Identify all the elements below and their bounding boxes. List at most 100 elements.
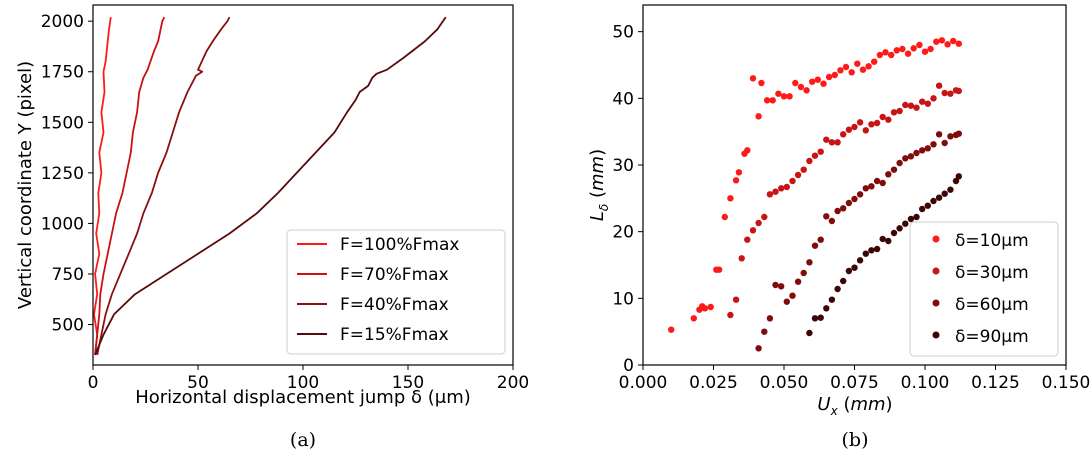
scatter-point-δ=30μm: [817, 148, 824, 155]
scatter-point-δ=60μm: [955, 130, 962, 137]
scatter-point-δ=90μm: [873, 245, 881, 253]
b-y-tick-label: 50: [612, 23, 634, 43]
scatter-point-δ=90μm: [941, 190, 948, 197]
scatter-point-δ=10μm: [744, 147, 751, 154]
scatter-point-δ=90μm: [840, 277, 847, 285]
scatter-point-δ=30μm: [845, 126, 853, 133]
legend-label-F=70%Fmax: F=70%Fmax: [340, 265, 449, 285]
scatter-point-δ=90μm: [856, 257, 864, 264]
scatter-point-δ=60μm: [778, 283, 785, 290]
b-x-tick-label: 0.100: [901, 373, 950, 393]
scatter-point-δ=10μm: [910, 45, 917, 52]
scatter-point-δ=30μm: [930, 95, 937, 102]
scatter-point-δ=10μm: [921, 48, 929, 55]
scatter-point-δ=30μm: [828, 139, 836, 146]
scatter-point-δ=60μm: [845, 199, 853, 207]
scatter-point-δ=10μm: [899, 45, 906, 53]
scatter-point-δ=10μm: [763, 97, 771, 104]
panel-a-y-ticks: 500 750 1000 1250 1500 1750 2000: [41, 12, 93, 336]
scatter-point-δ=90μm: [902, 220, 909, 227]
chart-panel-b: 0.000 0.025 0.050 0.075 0.100 0.125 0.150 0 10 2…: [587, 4, 1090, 451]
panel-a-series-layer: [93, 16, 447, 356]
scatter-point-δ=10μm: [831, 71, 838, 79]
a-y-tick-label: 750: [52, 265, 84, 285]
scatter-point-δ=90μm: [935, 194, 943, 201]
scatter-point-δ=60μm: [913, 149, 920, 157]
scatter-point-δ=30μm: [851, 123, 858, 131]
scatter-point-δ=60μm: [766, 315, 774, 322]
panel-b-y-ticks: 0 10 20 30 40 50: [612, 23, 643, 376]
b-y-tick-label: 10: [612, 289, 634, 309]
scatter-point-δ=30μm: [772, 188, 779, 195]
scatter-point-δ=90μm: [919, 205, 926, 213]
series-line-F=15%Fmax: [94, 16, 447, 356]
scatter-point-δ=30μm: [924, 100, 931, 107]
scatter-point-δ=10μm: [727, 195, 734, 202]
scatter-point-δ=30μm: [907, 102, 915, 109]
b-x-tick-label: 0.125: [971, 373, 1020, 393]
scatter-point-δ=60μm: [862, 185, 869, 192]
scatter-point-δ=30μm: [766, 191, 774, 198]
a-x-tick-label: 0: [88, 373, 99, 393]
scatter-point-δ=10μm: [814, 76, 821, 83]
a-y-tick-label: 500: [52, 316, 84, 336]
scatter-point-δ=30μm: [727, 311, 734, 319]
panel-a-x-axis-label: Horizontal displacement jump δ (μm): [135, 387, 471, 408]
scatter-point-δ=90μm: [851, 264, 858, 271]
scatter-point-δ=60μm: [851, 195, 858, 203]
scatter-point-δ=60μm: [800, 269, 807, 277]
a-x-tick-label: 150: [392, 373, 424, 393]
scatter-point-δ=10μm: [707, 303, 714, 311]
panel-b-y-axis-label: Lδ (mm): [587, 149, 611, 221]
scatter-point-δ=60μm: [935, 131, 943, 138]
series-line-F=40%Fmax: [96, 16, 231, 356]
scatter-point-δ=30μm: [778, 185, 785, 192]
scatter-point-δ=60μm: [789, 292, 796, 299]
scatter-point-δ=10μm: [893, 47, 900, 54]
scatter-point-δ=60μm: [755, 345, 762, 352]
scatter-point-δ=90μm: [823, 305, 830, 312]
scatter-point-δ=30μm: [783, 183, 790, 191]
scatter-point-δ=10μm: [809, 78, 816, 85]
scatter-point-δ=30μm: [761, 213, 768, 221]
a-y-tick-label: 1000: [41, 214, 84, 234]
scatter-point-δ=60μm: [924, 145, 931, 152]
scatter-point-δ=90μm: [947, 186, 954, 193]
scatter-point-δ=10μm: [820, 80, 827, 87]
scatter-point-δ=30μm: [811, 152, 819, 159]
scatter-point-δ=60μm: [868, 183, 875, 190]
scatter-point-δ=10μm: [848, 69, 855, 76]
scatter-point-δ=10μm: [842, 63, 850, 71]
scatter-point-δ=10μm: [825, 73, 833, 81]
scatter-point-δ=60μm: [930, 141, 937, 148]
a-y-tick-label: 1250: [41, 164, 84, 184]
panel-b-x-ticks: 0.000 0.025 0.050 0.075 0.100 0.125 0.150: [619, 365, 1090, 393]
scatter-point-δ=90μm: [879, 235, 886, 243]
scatter-point-δ=10μm: [944, 41, 951, 48]
legend-marker-δ=30μm: [932, 267, 940, 275]
scatter-point-δ=10μm: [715, 266, 723, 273]
panel-b-caption: (b): [842, 429, 869, 451]
legend-label-δ=60μm: δ=60μm: [955, 295, 1029, 315]
scatter-point-δ=60μm: [811, 242, 819, 249]
scatter-point-δ=10μm: [837, 67, 844, 74]
scatter-point-δ=60μm: [902, 155, 909, 162]
legend-marker-δ=90μm: [932, 331, 940, 339]
scatter-point-δ=30μm: [902, 101, 909, 109]
scatter-point-δ=30μm: [873, 119, 881, 127]
scatter-point-δ=60μm: [840, 205, 847, 212]
scatter-point-δ=10μm: [888, 51, 895, 59]
scatter-point-δ=60μm: [890, 166, 898, 173]
scatter-point-δ=60μm: [947, 133, 954, 140]
a-x-tick-label: 200: [497, 373, 529, 393]
a-x-tick-label: 100: [287, 373, 319, 393]
panel-a-caption: (a): [290, 429, 316, 451]
chart-panel-a: 0 50 100 150 200 50075010001250150017502000 …: [15, 4, 529, 451]
panel-a-legend: F=100%Fmax F=70%Fmax F=40%Fmax F=15%Fmax: [286, 229, 506, 355]
scatter-point-δ=90μm: [890, 229, 898, 237]
scatter-point-δ=10μm: [950, 37, 957, 45]
scatter-point-δ=10μm: [933, 38, 940, 45]
scatter-point-δ=30μm: [868, 121, 875, 128]
scatter-point-δ=10μm: [854, 60, 861, 67]
scatter-point-δ=10μm: [749, 75, 757, 82]
